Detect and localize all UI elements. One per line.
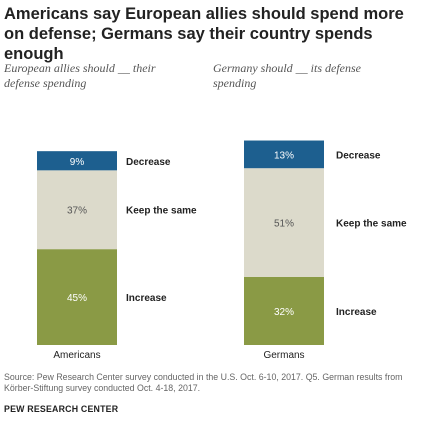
data-label-decrease-americans: 9%: [70, 157, 85, 168]
data-label-increase-germans: 32%: [274, 307, 294, 318]
stacked-bar-chart: 45% Increase 37% Keep the same 9% Decrease Ame…: [37, 140, 407, 361]
bar-segment-decrease-germans: [244, 140, 324, 169]
data-label-decrease-germans: 13%: [274, 150, 294, 161]
subtitle-germans: Germany should __ its defense spending: [213, 61, 361, 90]
segment-label-increase-germans: Increase: [336, 307, 377, 318]
brand-label: PEW RESEARCH CENTER: [4, 404, 119, 414]
category-label-americans: Americans: [53, 350, 100, 361]
segment-label-increase-americans: Increase: [126, 293, 167, 304]
data-label-increase-americans: 45%: [67, 293, 87, 304]
chart-title: Americans say European allies should spe…: [4, 5, 404, 63]
segment-label-decrease-germans: Decrease: [336, 150, 381, 161]
segment-label-keep-the-same-germans: Keep the same: [336, 219, 407, 230]
bar-segment-decrease-americans: [37, 151, 117, 171]
data-label-keep-the-same-americans: 37%: [67, 206, 87, 217]
segment-label-keep-the-same-americans: Keep the same: [126, 206, 197, 217]
bar-segment-increase-americans: [37, 249, 117, 345]
data-label-keep-the-same-germans: 51%: [274, 219, 294, 230]
bar-segment-keep-the-same-germans: [244, 168, 324, 277]
source-note: Source: Pew Research Center survey condu…: [4, 372, 403, 393]
category-label-germans: Germans: [263, 350, 304, 361]
bar-segment-increase-germans: [244, 276, 324, 345]
segment-label-decrease-americans: Decrease: [126, 157, 171, 168]
subtitle-americans: European allies should __ their defense …: [4, 61, 156, 90]
bar-segment-keep-the-same-americans: [37, 170, 117, 250]
